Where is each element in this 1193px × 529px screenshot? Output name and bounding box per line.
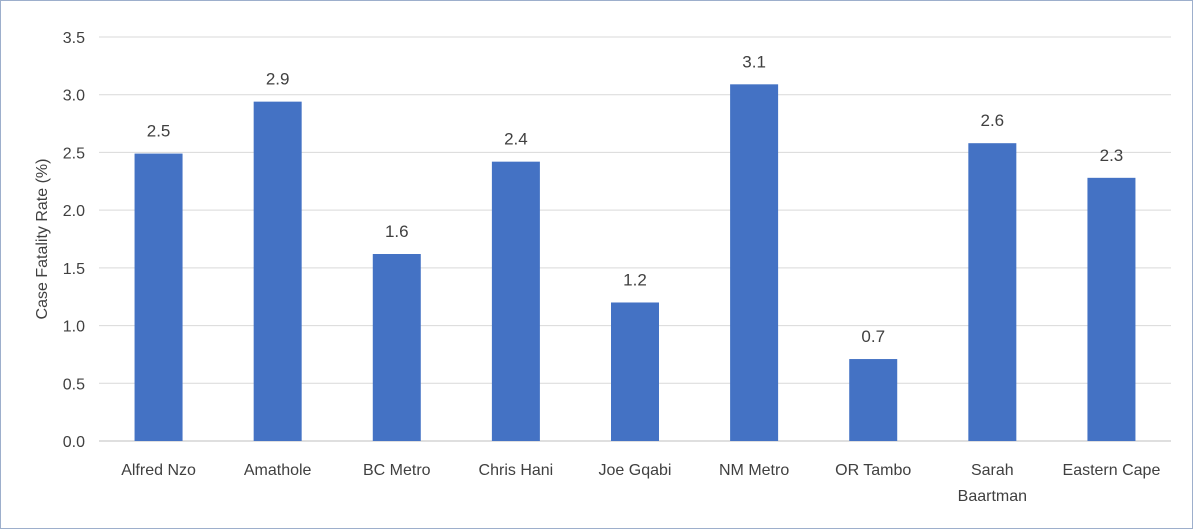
y-tick-label: 2.5 — [63, 145, 85, 162]
x-category-label: Alfred Nzo — [121, 462, 196, 479]
y-tick-label: 1.0 — [63, 319, 85, 336]
x-category-label: BC Metro — [363, 462, 431, 479]
bar — [730, 84, 779, 441]
x-category-label: Chris Hani — [479, 462, 554, 479]
bar — [491, 161, 540, 442]
x-category-label: Sarah Baartman — [958, 462, 1027, 505]
bar — [1087, 177, 1136, 441]
y-tick-label: 3.0 — [63, 88, 85, 105]
data-label: 3.1 — [742, 52, 766, 71]
bar — [134, 153, 183, 441]
data-label: 0.7 — [861, 327, 885, 346]
data-label: 1.6 — [385, 222, 409, 241]
data-label: 2.4 — [504, 130, 528, 149]
bar — [968, 143, 1017, 442]
bars — [134, 84, 1136, 442]
y-axis-ticks: 0.0 0.5 1.0 1.5 2.0 2.5 3.0 3.5 — [63, 30, 85, 451]
data-label: 2.5 — [147, 122, 171, 141]
x-category-label: Joe Gqabi — [599, 462, 672, 479]
x-category-label: Eastern Cape — [1063, 462, 1161, 479]
y-tick-label: 1.5 — [63, 261, 85, 278]
bar — [611, 302, 659, 441]
y-tick-label: 0.5 — [63, 376, 85, 393]
x-category-label: Amathole — [244, 462, 312, 479]
data-label: 1.2 — [623, 270, 647, 289]
x-category-label: OR Tambo — [835, 462, 911, 479]
x-category-label: NM Metro — [719, 462, 789, 479]
data-label: 2.6 — [981, 111, 1005, 130]
y-tick-label: 2.0 — [63, 203, 85, 220]
data-label: 2.9 — [266, 70, 290, 89]
bar — [372, 254, 421, 441]
bar — [849, 359, 898, 441]
y-axis-title: Case Fatality Rate (%) — [34, 159, 51, 320]
x-axis-categories: Alfred Nzo Amathole BC Metro Chris Hani Joe … — [121, 462, 1160, 505]
bar — [253, 101, 302, 441]
y-tick-label: 3.5 — [63, 30, 85, 47]
data-labels: 2.5 2.9 1.6 2.4 1.2 3.1 0.7 2.6 2.3 — [147, 52, 1124, 346]
data-label: 2.3 — [1100, 146, 1124, 165]
y-tick-label: 0.0 — [63, 434, 85, 451]
